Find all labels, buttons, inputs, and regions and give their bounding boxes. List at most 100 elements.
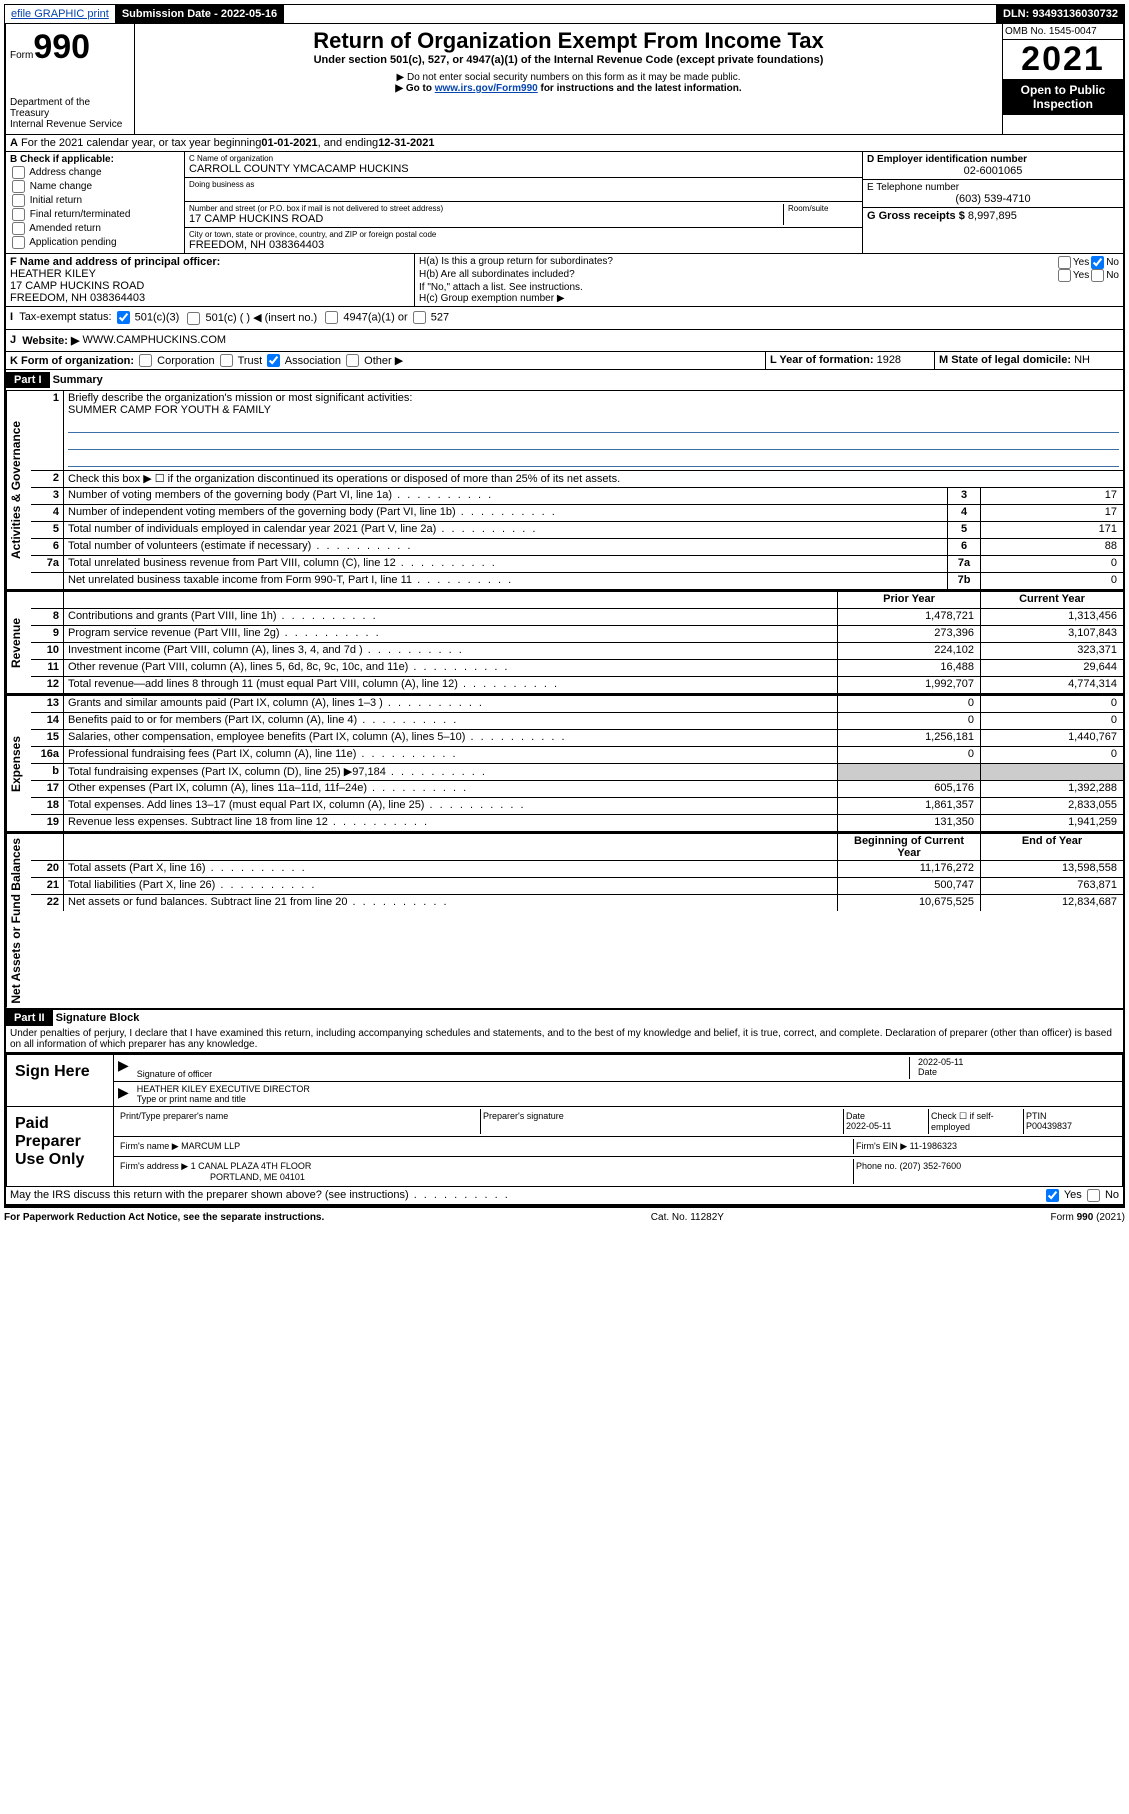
table-row: 4 Number of independent voting members o… (31, 505, 1123, 522)
vlabel-expenses: Expenses (6, 696, 31, 831)
header-right: OMB No. 1545-0047 2021 Open to Public In… (1003, 24, 1123, 134)
arrow-icon: ▶ (118, 1084, 129, 1104)
i-501c3[interactable]: 501(c)(3) (115, 311, 180, 325)
ein: 02-6001065 (867, 165, 1119, 177)
row-j: J Website: ▶ WWW.CAMPHUCKINS.COM (6, 330, 1123, 352)
table-row: 7a Total unrelated business revenue from… (31, 556, 1123, 573)
table-row: Net unrelated business taxable income fr… (31, 573, 1123, 589)
table-row: 18 Total expenses. Add lines 13–17 (must… (31, 798, 1123, 815)
firm-phone: (207) 352-7600 (900, 1161, 962, 1171)
page-footer: For Paperwork Reduction Act Notice, see … (4, 1208, 1125, 1223)
dln: DLN: 93493136030732 (997, 5, 1124, 23)
table-row: 21 Total liabilities (Part X, line 26) 5… (31, 878, 1123, 895)
table-row: 3 Number of voting members of the govern… (31, 488, 1123, 505)
table-row: 22 Net assets or fund balances. Subtract… (31, 895, 1123, 911)
i-527[interactable]: 527 (411, 311, 449, 325)
sign-here-block: Sign Here ▶ Signature of officer 2022-05… (6, 1053, 1123, 1107)
irs-label: Internal Revenue Service (10, 119, 130, 130)
table-row: 5 Total number of individuals employed i… (31, 522, 1123, 539)
form-container: Form990 Department of the Treasury Inter… (4, 24, 1125, 1208)
table-row: 20 Total assets (Part X, line 16) 11,176… (31, 861, 1123, 878)
form-title: Return of Organization Exempt From Incom… (139, 28, 998, 54)
website: WWW.CAMPHUCKINS.COM (82, 334, 226, 347)
part1-header: Part I Summary (6, 370, 1123, 390)
chk-name-change[interactable]: Name change (10, 180, 180, 193)
gross-receipts: 8,997,895 (968, 210, 1017, 222)
vlabel-governance: Activities & Governance (6, 391, 31, 589)
part1-revenue: Revenue Prior Year Current Year 8 Contri… (6, 591, 1123, 695)
discuss-yes[interactable]: Yes (1044, 1189, 1082, 1201)
table-row: 8 Contributions and grants (Part VIII, l… (31, 609, 1123, 626)
omb-number: OMB No. 1545-0047 (1003, 24, 1123, 40)
vlabel-revenue: Revenue (6, 592, 31, 693)
k-other[interactable]: Other ▶ (344, 355, 403, 367)
org-city: FREEDOM, NH 038364403 (189, 239, 858, 251)
section-c: C Name of organization CARROLL COUNTY YM… (185, 152, 862, 253)
chk-address-change[interactable]: Address change (10, 166, 180, 179)
sign-date: 2022-05-11 (918, 1057, 1118, 1067)
section-deg: D Employer identification number 02-6001… (862, 152, 1123, 253)
table-row: 19 Revenue less expenses. Subtract line … (31, 815, 1123, 831)
table-row: 15 Salaries, other compensation, employe… (31, 730, 1123, 747)
ptin: P00439837 (1026, 1121, 1116, 1131)
mission-text: SUMMER CAMP FOR YOUTH & FAMILY (68, 404, 271, 416)
row-fh: F Name and address of principal officer:… (6, 254, 1123, 307)
part1-expenses: Expenses 13 Grants and similar amounts p… (6, 695, 1123, 833)
year-formation: 1928 (877, 354, 901, 366)
submission-date: Submission Date - 2022-05-16 (116, 5, 284, 23)
paid-preparer-label: Paid Preparer Use Only (7, 1107, 114, 1186)
sign-here-label: Sign Here (7, 1055, 114, 1106)
table-row: 17 Other expenses (Part IX, column (A), … (31, 781, 1123, 798)
k-trust[interactable]: Trust (218, 355, 263, 367)
i-501c[interactable]: 501(c) ( ) ◀ (insert no.) (185, 311, 317, 325)
section-f: F Name and address of principal officer:… (6, 254, 415, 306)
dept-treasury: Department of the Treasury (10, 97, 130, 119)
chk-final-return[interactable]: Final return/terminated (10, 208, 180, 221)
ha-no[interactable]: No (1089, 256, 1119, 269)
row-klm: K Form of organization: Corporation Trus… (6, 352, 1123, 371)
k-assoc[interactable]: Association (265, 355, 341, 367)
open-public-badge: Open to Public Inspection (1003, 79, 1123, 115)
penalty-text: Under penalties of perjury, I declare th… (6, 1026, 1123, 1053)
discuss-no[interactable]: No (1085, 1189, 1119, 1201)
officer-name: HEATHER KILEY EXECUTIVE DIRECTOR (137, 1084, 1118, 1094)
discuss-row: May the IRS discuss this return with the… (6, 1187, 1123, 1206)
table-row: 6 Total number of volunteers (estimate i… (31, 539, 1123, 556)
vlabel-net: Net Assets or Fund Balances (6, 834, 31, 1008)
chk-application-pending[interactable]: Application pending (10, 236, 180, 249)
firm-name: MARCUM LLP (181, 1141, 240, 1151)
table-row: 11 Other revenue (Part VIII, column (A),… (31, 660, 1123, 677)
telephone: (603) 539-4710 (867, 193, 1119, 205)
section-b: B Check if applicable: Address change Na… (6, 152, 185, 253)
section-h: H(a) Is this a group return for subordin… (415, 254, 1123, 306)
chk-amended-return[interactable]: Amended return (10, 222, 180, 235)
efile-link[interactable]: efile GRAPHIC print (5, 5, 116, 23)
table-row: 9 Program service revenue (Part VIII, li… (31, 626, 1123, 643)
hb-yes[interactable]: Yes (1056, 269, 1089, 282)
efile-topbar: efile GRAPHIC print Submission Date - 20… (4, 4, 1125, 24)
part1-netassets: Net Assets or Fund Balances Beginning of… (6, 833, 1123, 1010)
k-corp[interactable]: Corporation (137, 355, 215, 367)
i-4947[interactable]: 4947(a)(1) or (323, 311, 407, 325)
table-row: 16a Professional fundraising fees (Part … (31, 747, 1123, 764)
org-street: 17 CAMP HUCKINS ROAD (189, 213, 779, 225)
hb-no[interactable]: No (1089, 269, 1119, 282)
chk-initial-return[interactable]: Initial return (10, 194, 180, 207)
part1-governance: Activities & Governance 1 Briefly descri… (6, 390, 1123, 591)
form-header: Form990 Department of the Treasury Inter… (6, 24, 1123, 135)
table-row: 14 Benefits paid to or for members (Part… (31, 713, 1123, 730)
firm-ein: 11-1986323 (910, 1141, 957, 1151)
header-title-block: Return of Organization Exempt From Incom… (135, 24, 1003, 134)
table-row: b Total fundraising expenses (Part IX, c… (31, 764, 1123, 781)
topbar-spacer (284, 5, 997, 23)
row-a-period: A For the 2021 calendar year, or tax yea… (6, 135, 1123, 152)
part2-header: Part II Signature Block (6, 1010, 1123, 1026)
table-row: 13 Grants and similar amounts paid (Part… (31, 696, 1123, 713)
state-domicile: NH (1074, 354, 1090, 366)
note-goto: ▶ Go to www.irs.gov/Form990 for instruct… (139, 83, 998, 94)
ha-yes[interactable]: Yes (1056, 256, 1089, 269)
table-row: 10 Investment income (Part VIII, column … (31, 643, 1123, 660)
arrow-icon: ▶ (118, 1057, 129, 1079)
irs-link[interactable]: www.irs.gov/Form990 (435, 83, 538, 94)
paid-preparer-block: Paid Preparer Use Only Print/Type prepar… (6, 1107, 1123, 1187)
